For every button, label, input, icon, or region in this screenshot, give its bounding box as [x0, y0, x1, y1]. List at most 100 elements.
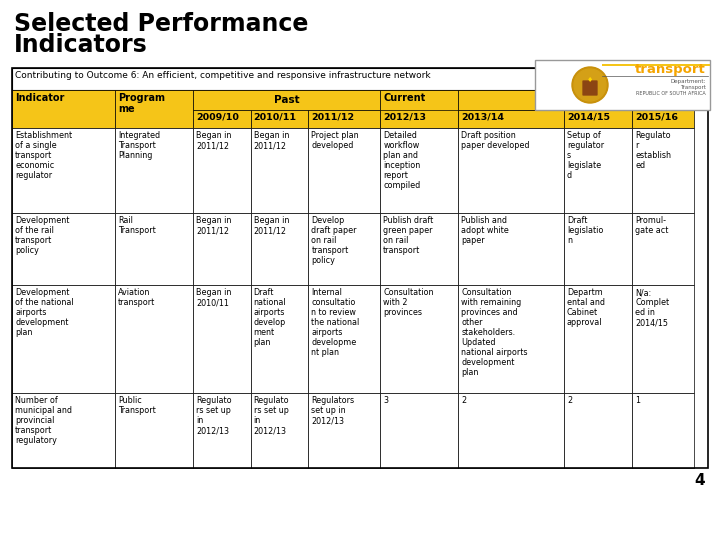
Text: 2010/11: 2010/11 [253, 113, 297, 122]
Bar [12, 213, 115, 285]
Text: 2: 2 [461, 396, 467, 405]
Bar [458, 90, 694, 110]
Text: Indicators: Indicators [14, 33, 148, 57]
Text: 2011/12: 2011/12 [312, 113, 355, 122]
Text: Publish draft
green paper
on rail
transport: Publish draft green paper on rail transp… [383, 216, 433, 255]
Text: transport: transport [635, 63, 706, 76]
Bar [193, 110, 251, 128]
Text: Began in
2011/12: Began in 2011/12 [196, 131, 231, 150]
Bar [193, 285, 251, 393]
Bar [12, 393, 115, 468]
Bar [380, 128, 458, 213]
Bar [380, 285, 458, 393]
Bar [458, 128, 564, 213]
Bar [251, 213, 308, 285]
Bar [12, 285, 115, 393]
Bar [193, 213, 251, 285]
Text: Regulato
rs set up
in
2012/13: Regulato rs set up in 2012/13 [196, 396, 232, 435]
Text: N/a:
Complet
ed in
2014/15: N/a: Complet ed in 2014/15 [635, 288, 670, 327]
Bar [564, 285, 632, 393]
Bar [115, 213, 193, 285]
Bar [564, 393, 632, 468]
Bar [564, 110, 632, 128]
Text: Consultation
with remaining
provinces and
other
stakeholders.
Updated
national a: Consultation with remaining provinces an… [461, 288, 528, 377]
Text: Promul-
gate act: Promul- gate act [635, 216, 668, 235]
Bar [308, 110, 380, 128]
Text: Regulators
set up in
2012/13: Regulators set up in 2012/13 [312, 396, 355, 425]
Bar [458, 110, 564, 128]
Text: 2: 2 [567, 396, 572, 405]
Text: Departm
ental and
Cabinet
approval: Departm ental and Cabinet approval [567, 288, 605, 327]
Text: REPUBLIC OF SOUTH AFRICA: REPUBLIC OF SOUTH AFRICA [636, 91, 706, 96]
Bar [535, 60, 710, 110]
Text: Past: Past [274, 95, 300, 105]
Text: Development
of the rail
transport
policy: Development of the rail transport policy [15, 216, 69, 255]
Text: Project plan
developed: Project plan developed [312, 131, 359, 150]
Text: Draft
legislatio
n: Draft legislatio n [567, 216, 603, 245]
Text: Projection: Projection [546, 95, 606, 105]
Text: Current: Current [383, 93, 426, 103]
Text: Began in
2011/12: Began in 2011/12 [253, 131, 289, 150]
Bar [12, 68, 708, 90]
Text: Contributing to Outcome 6: An efficient, competitive and responsive infrastructu: Contributing to Outcome 6: An efficient,… [15, 71, 431, 80]
Text: Regulato
rs set up
in
2012/13: Regulato rs set up in 2012/13 [253, 396, 289, 435]
Text: 2009/10: 2009/10 [196, 113, 239, 122]
Bar [251, 393, 308, 468]
Text: Began in
2011/12: Began in 2011/12 [253, 216, 289, 235]
Text: Establishment
of a single
transport
economic
regulator: Establishment of a single transport econ… [15, 131, 72, 180]
Bar [632, 285, 694, 393]
Text: 3: 3 [383, 396, 388, 405]
Bar [380, 213, 458, 285]
Bar [564, 213, 632, 285]
Text: Development
of the national
airports
development
plan: Development of the national airports dev… [15, 288, 73, 337]
Bar [115, 128, 193, 213]
Text: Indicator: Indicator [15, 93, 64, 103]
Bar [632, 393, 694, 468]
Text: ♦: ♦ [587, 77, 593, 83]
Bar [632, 128, 694, 213]
Text: Publish and
adopt white
paper: Publish and adopt white paper [461, 216, 509, 245]
Text: Draft
national
airports
develop
ment
plan: Draft national airports develop ment pla… [253, 288, 287, 347]
Bar [251, 110, 308, 128]
Text: Draft position
paper developed: Draft position paper developed [461, 131, 530, 150]
Bar [308, 393, 380, 468]
Text: Public
Transport: Public Transport [118, 396, 156, 415]
Text: Integrated
Transport
Planning: Integrated Transport Planning [118, 131, 160, 160]
Bar [458, 393, 564, 468]
Text: Aviation
transport: Aviation transport [118, 288, 156, 307]
Bar [458, 213, 564, 285]
Text: Program
me: Program me [118, 93, 165, 114]
Bar [601, 64, 710, 66]
Bar [115, 393, 193, 468]
Circle shape [574, 69, 606, 101]
FancyBboxPatch shape [582, 80, 598, 96]
Text: Setup of
regulator
s
legislate
d: Setup of regulator s legislate d [567, 131, 604, 180]
Bar [12, 90, 115, 128]
Text: Internal
consultatio
n to review
the national
airports
developme
nt plan: Internal consultatio n to review the nat… [312, 288, 360, 357]
Text: Began in
2011/12: Began in 2011/12 [196, 216, 231, 235]
Bar [308, 128, 380, 213]
Bar [193, 128, 251, 213]
Text: 2013/14: 2013/14 [461, 113, 504, 122]
Bar [632, 110, 694, 128]
Bar [193, 393, 251, 468]
Bar [251, 285, 308, 393]
Text: Develop
draft paper
on rail
transport
policy: Develop draft paper on rail transport po… [312, 216, 357, 265]
Text: 4: 4 [694, 473, 705, 488]
Text: 2012/13: 2012/13 [383, 113, 426, 122]
Text: Selected Performance: Selected Performance [14, 12, 308, 36]
Bar [380, 393, 458, 468]
Bar [380, 90, 458, 128]
Bar [251, 128, 308, 213]
Bar [632, 213, 694, 285]
Bar [458, 285, 564, 393]
Bar [115, 90, 193, 128]
Bar [12, 68, 708, 468]
Bar [115, 285, 193, 393]
Text: 2015/16: 2015/16 [635, 113, 678, 122]
Text: Number of
municipal and
provincial
transport
regulatory: Number of municipal and provincial trans… [15, 396, 72, 445]
Text: 2014/15: 2014/15 [567, 113, 610, 122]
Text: Regulato
r
establish
ed: Regulato r establish ed [635, 131, 671, 170]
Text: Detailed
workflow
plan and
inception
report
compiled: Detailed workflow plan and inception rep… [383, 131, 420, 190]
Bar [193, 90, 380, 110]
